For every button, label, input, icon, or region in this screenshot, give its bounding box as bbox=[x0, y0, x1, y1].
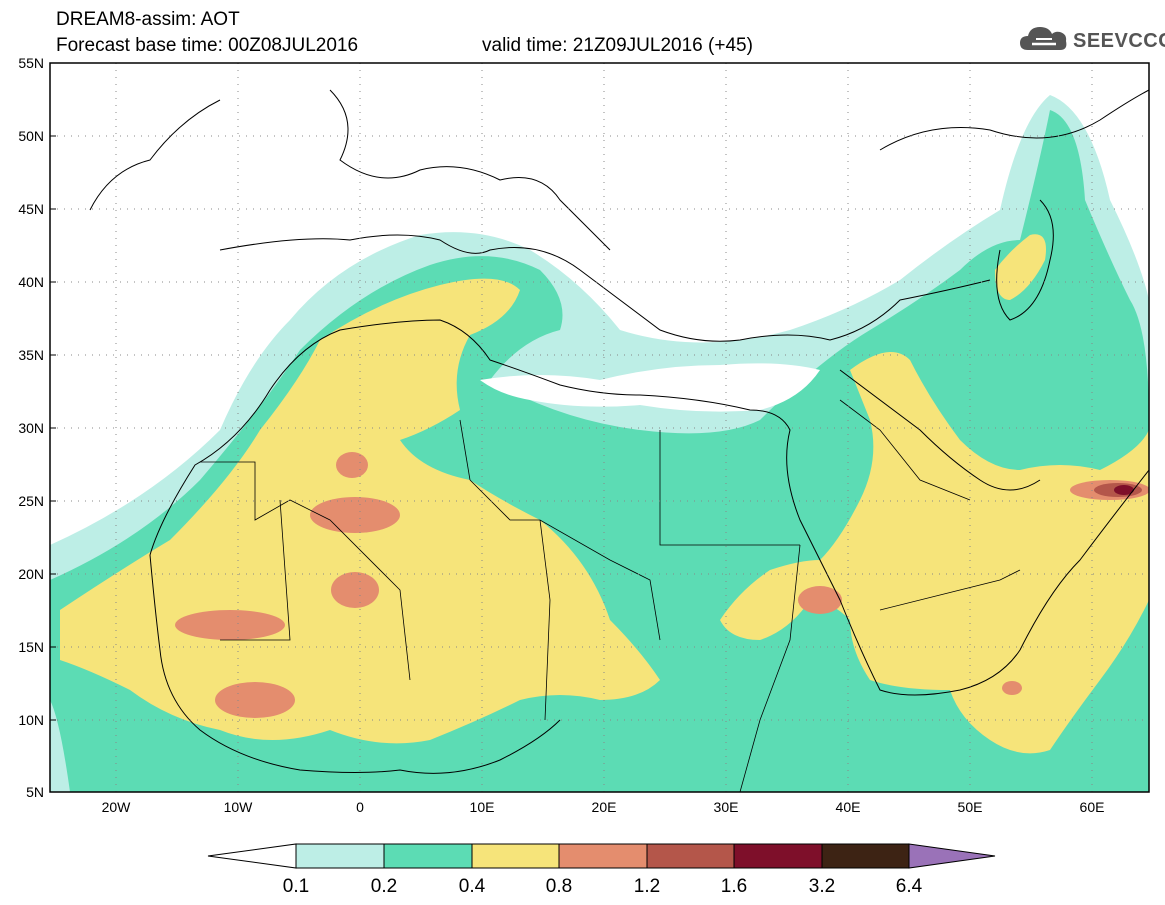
legend-bin-5 bbox=[646, 843, 735, 869]
lat-tick: 25N bbox=[18, 493, 44, 509]
aot-contour-0.8-spot-8 bbox=[1002, 681, 1022, 695]
legend-bin-2 bbox=[383, 843, 473, 869]
legend-bin-7 bbox=[821, 843, 910, 869]
country-borders bbox=[200, 399, 1021, 792]
title-line-1: DREAM8-assim: AOT bbox=[56, 9, 240, 30]
valid-time: valid time: 21Z09JUL2016 (+45) bbox=[482, 35, 753, 56]
aot-contour-0.8-spot-5 bbox=[215, 682, 295, 718]
aot-contour-0.4-caspian bbox=[995, 234, 1046, 300]
aot-contour-0.8-spot-1 bbox=[336, 452, 368, 478]
legend-label: 0.4 bbox=[459, 876, 486, 897]
lat-tick-marks bbox=[50, 135, 56, 721]
lat-tick: 45N bbox=[18, 201, 44, 217]
aot-contour-0.4-arabia bbox=[720, 352, 1149, 754]
lon-tick: 20E bbox=[592, 799, 617, 815]
aot-field bbox=[50, 95, 1149, 792]
aot-contour-1.6-spot bbox=[1114, 485, 1134, 495]
aot-contour-0.8-spot-2 bbox=[310, 497, 400, 533]
lon-gridlines bbox=[115, 63, 1093, 792]
lat-tick: 35N bbox=[18, 347, 44, 363]
lat-tick: 30N bbox=[18, 420, 44, 436]
lat-tick: 20N bbox=[18, 566, 44, 582]
legend-labels: 0.1 0.2 0.4 0.8 1.2 1.6 3.2 6.4 bbox=[283, 876, 923, 897]
aot-contour-0.8-spot-4 bbox=[175, 610, 285, 640]
lon-tick: 10E bbox=[470, 799, 495, 815]
lon-tick: 60E bbox=[1080, 799, 1105, 815]
aot-contour-0.8-spot-3 bbox=[331, 572, 379, 608]
legend-bin-1 bbox=[295, 843, 385, 869]
clear-mediterranean bbox=[480, 363, 820, 412]
legend-label: 6.4 bbox=[896, 876, 923, 897]
lat-tick: 15N bbox=[18, 639, 44, 655]
lon-tick: 30E bbox=[714, 799, 739, 815]
lon-tick: 10W bbox=[224, 799, 254, 815]
lat-tick: 40N bbox=[18, 274, 44, 290]
forecast-base-time: Forecast base time: 00Z08JUL2016 bbox=[56, 35, 359, 56]
legend-label: 0.8 bbox=[546, 876, 572, 897]
lat-tick: 50N bbox=[18, 128, 44, 144]
legend-label: 3.2 bbox=[809, 876, 835, 897]
logo-text: SEEVCCC bbox=[1073, 30, 1165, 52]
lon-tick: 50E bbox=[958, 799, 983, 815]
lon-tick: 40E bbox=[836, 799, 861, 815]
legend-bin-3 bbox=[471, 843, 560, 869]
legend-label: 0.2 bbox=[371, 876, 397, 897]
lon-axis: 20W 10W 0 10E 20E 30E 40E 50E 60E bbox=[102, 799, 1105, 815]
legend-label: 1.6 bbox=[721, 876, 747, 897]
lat-tick: 5N bbox=[26, 784, 44, 800]
legend-over-arrow bbox=[908, 843, 996, 869]
lat-axis: 55N 50N 45N 40N 35N 30N 25N 20N 15N 10N … bbox=[18, 55, 44, 800]
legend-under-arrow bbox=[207, 843, 297, 869]
lon-tick: 20W bbox=[102, 799, 132, 815]
legend-bin-6 bbox=[733, 843, 823, 869]
legend-bin-4 bbox=[558, 843, 648, 869]
lat-tick: 10N bbox=[18, 712, 44, 728]
lon-tick: 0 bbox=[356, 799, 364, 815]
legend-label: 1.2 bbox=[634, 876, 660, 897]
cloud-icon bbox=[1020, 27, 1067, 50]
seevccc-logo: SEEVCCC bbox=[1018, 22, 1165, 56]
color-legend bbox=[207, 843, 996, 869]
aot-contour-0.8-spot-6 bbox=[798, 586, 842, 614]
legend-label: 0.1 bbox=[283, 876, 309, 897]
coastlines bbox=[89, 89, 1149, 774]
lat-tick: 55N bbox=[18, 55, 44, 71]
